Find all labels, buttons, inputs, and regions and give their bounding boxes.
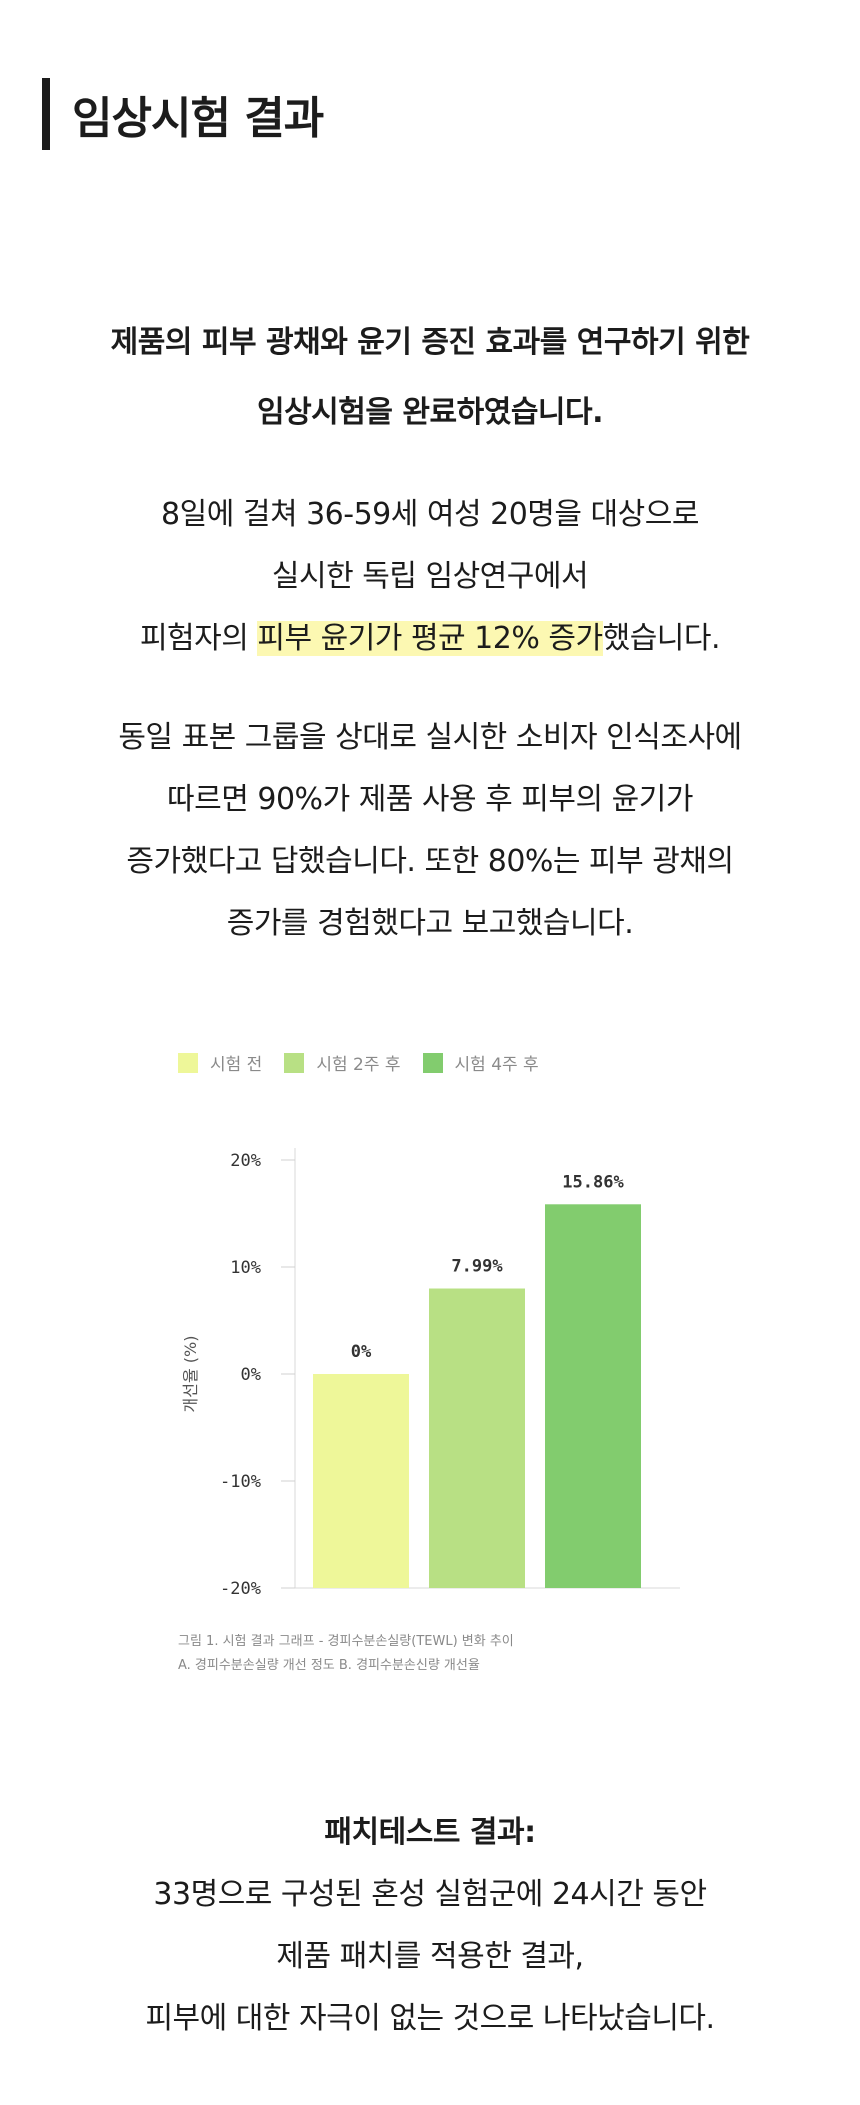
study-paragraph: 8일에 걸쳐 36-59세 여성 20명을 대상으로 실시한 독립 임상연구에서… (0, 484, 860, 670)
bar-value-label: 7.99% (451, 1257, 503, 1277)
survey-line: 따르면 90%가 제품 사용 후 피부의 윤기가 (167, 782, 693, 817)
intro-line: 임상시험을 완료하였습니다. (256, 395, 604, 430)
y-tick-label: -20% (220, 1579, 261, 1599)
study-line: 8일에 걸쳐 36-59세 여성 20명을 대상으로 (161, 497, 699, 532)
study-line-suffix: 했습니다. (602, 621, 721, 656)
y-tick-label: -10% (220, 1472, 261, 1492)
legend-item-4weeks: 시험 4주 후 (422, 1050, 539, 1075)
patch-test-title: 패치테스트 결과: (324, 1815, 536, 1850)
legend-label: 시험 4주 후 (454, 1055, 539, 1075)
patch-test-line: 피부에 대한 자극이 없는 것으로 나타났습니다. (145, 2001, 715, 2036)
bar-value-label: 0% (351, 1342, 372, 1362)
survey-line: 증가를 경험했다고 보고했습니다. (226, 906, 634, 941)
section-title: 임상시험 결과 (42, 78, 324, 150)
legend-swatch (284, 1052, 305, 1073)
study-line: 피험자의 피부 윤기가 평균 12% 증가했습니다. (0, 608, 860, 670)
bar-1 (313, 1374, 409, 1588)
legend-label: 시험 2주 후 (316, 1055, 401, 1075)
intro-text: 제품의 피부 광채와 윤기 증진 효과를 연구하기 위한 임상시험을 완료하였습… (0, 308, 860, 448)
y-tick-label: 10% (230, 1258, 261, 1278)
caption-line: 그림 1. 시험 결과 그래프 - 경피수분손실량(TEWL) 변화 추이 (178, 1634, 514, 1649)
legend-label: 시험 전 (210, 1055, 263, 1075)
bar-chart: 20% 10% 0% -10% -20% 개선율 (%) 0% 7.99% 15.86% (181, 1148, 680, 1599)
intro-line: 제품의 피부 광채와 윤기 증진 효과를 연구하기 위한 (110, 325, 750, 360)
study-line: 실시한 독립 임상연구에서 (271, 559, 589, 594)
legend-swatch (422, 1052, 443, 1073)
y-axis-title: 개선율 (%) (181, 1336, 200, 1413)
caption-line: A. 경피수분손실량 개선 정도 B. 경피수분손신량 개선율 (178, 1658, 480, 1673)
survey-paragraph: 동일 표본 그룹을 상대로 실시한 소비자 인식조사에 따르면 90%가 제품 … (0, 707, 860, 955)
patch-test-section: 패치테스트 결과: 33명으로 구성된 혼성 실험군에 24시간 동안 제품 패… (0, 1802, 860, 2050)
study-line-prefix: 피험자의 (139, 621, 258, 656)
legend-item-2weeks: 시험 2주 후 (284, 1050, 401, 1075)
bar-2 (429, 1288, 525, 1588)
legend-item-before: 시험 전 (178, 1050, 262, 1075)
bar-value-label: 15.86% (562, 1172, 624, 1192)
section-title-text: 임상시험 결과 (72, 93, 324, 144)
survey-line: 증가했다고 답했습니다. 또한 80%는 피부 광채의 (126, 844, 734, 879)
y-tick-label: 0% (241, 1365, 261, 1385)
survey-line: 동일 표본 그룹을 상대로 실시한 소비자 인식조사에 (118, 720, 742, 755)
chart-caption: 그림 1. 시험 결과 그래프 - 경피수분손실량(TEWL) 변화 추이 A.… (178, 1630, 514, 1678)
chart-legend: 시험 전 시험 2주 후 시험 4주 후 (178, 1050, 539, 1075)
patch-test-line: 33명으로 구성된 혼성 실험군에 24시간 동안 (153, 1877, 707, 1912)
patch-test-line: 제품 패치를 적용한 결과, (276, 1939, 584, 1974)
study-highlight: 피부 윤기가 평균 12% 증가 (257, 621, 603, 656)
bar-3 (545, 1204, 641, 1588)
y-tick-label: 20% (230, 1151, 261, 1171)
legend-swatch (178, 1052, 198, 1073)
